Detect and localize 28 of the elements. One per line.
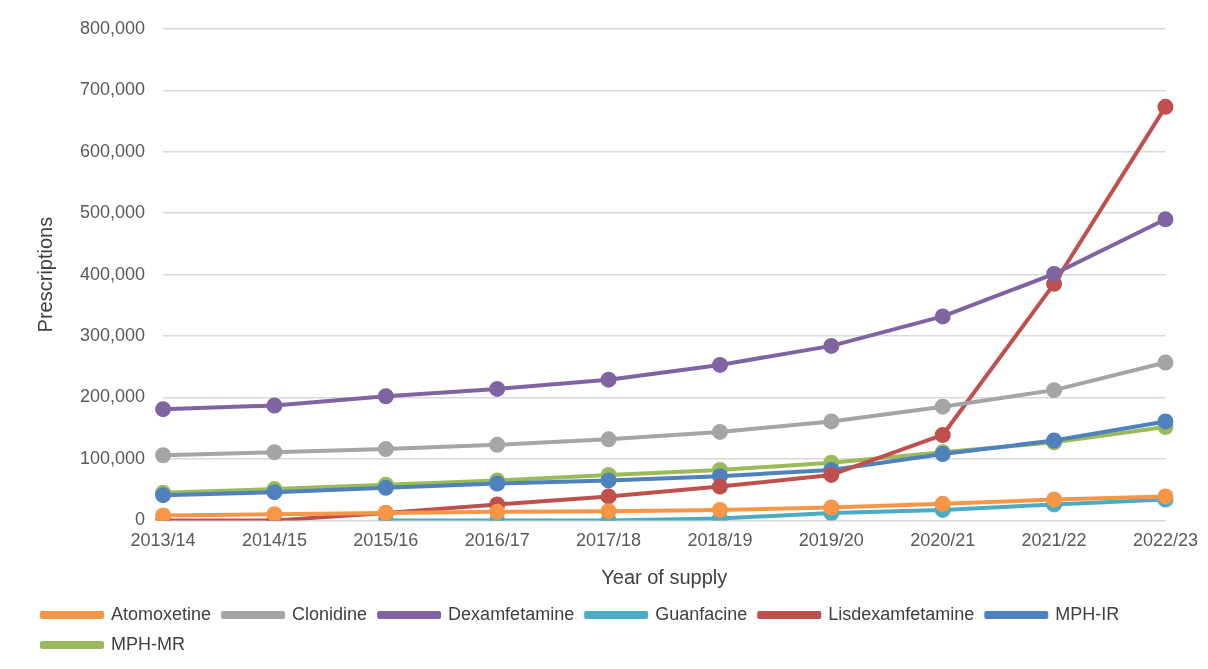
y-tick-label: 200,000 — [79, 386, 146, 407]
x-tick-label: 2015/16 — [353, 530, 419, 551]
x-tick-label: 2020/21 — [910, 530, 976, 551]
legend-label: Atomoxetine — [111, 603, 212, 624]
legend-label: MPH-IR — [1055, 603, 1120, 624]
x-tick-label: 2013/14 — [130, 530, 196, 551]
legend-label: MPH-MR — [111, 633, 185, 654]
y-axis-title: Prescriptions — [33, 216, 56, 333]
x-axis-title: Year of supply — [601, 565, 728, 588]
y-tick-label: 500,000 — [79, 202, 146, 223]
y-tick-label: 400,000 — [79, 263, 146, 284]
y-tick-label: 700,000 — [79, 79, 146, 100]
legend-label: Clonidine — [292, 603, 368, 624]
x-tick-label: 2016/17 — [464, 530, 530, 551]
y-tick-label: 300,000 — [79, 325, 146, 346]
x-tick-label: 2018/19 — [687, 530, 753, 551]
legend-label: Lisdexamfetamine — [828, 603, 975, 624]
x-tick-label: 2017/18 — [576, 530, 642, 551]
legend-label: Dexamfetamine — [448, 603, 575, 624]
x-tick-label: 2022/23 — [1132, 530, 1199, 551]
y-tick-label: 0 — [135, 509, 146, 530]
legend-label: Guanfacine — [655, 603, 748, 624]
x-tick-label: 2014/15 — [241, 530, 307, 551]
x-tick-label: 2019/20 — [798, 530, 864, 551]
y-tick-label: 800,000 — [79, 17, 146, 38]
y-tick-label: 600,000 — [79, 140, 146, 161]
y-tick-label: 100,000 — [79, 447, 146, 468]
x-tick-label: 2021/22 — [1021, 530, 1087, 551]
